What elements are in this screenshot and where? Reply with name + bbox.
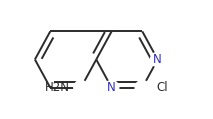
Text: H2N: H2N: [45, 81, 69, 94]
Circle shape: [104, 80, 119, 95]
Text: N: N: [107, 81, 116, 94]
Text: N: N: [153, 53, 162, 66]
Circle shape: [74, 80, 88, 95]
Text: Cl: Cl: [156, 81, 168, 94]
Circle shape: [135, 80, 150, 95]
Circle shape: [150, 52, 165, 67]
